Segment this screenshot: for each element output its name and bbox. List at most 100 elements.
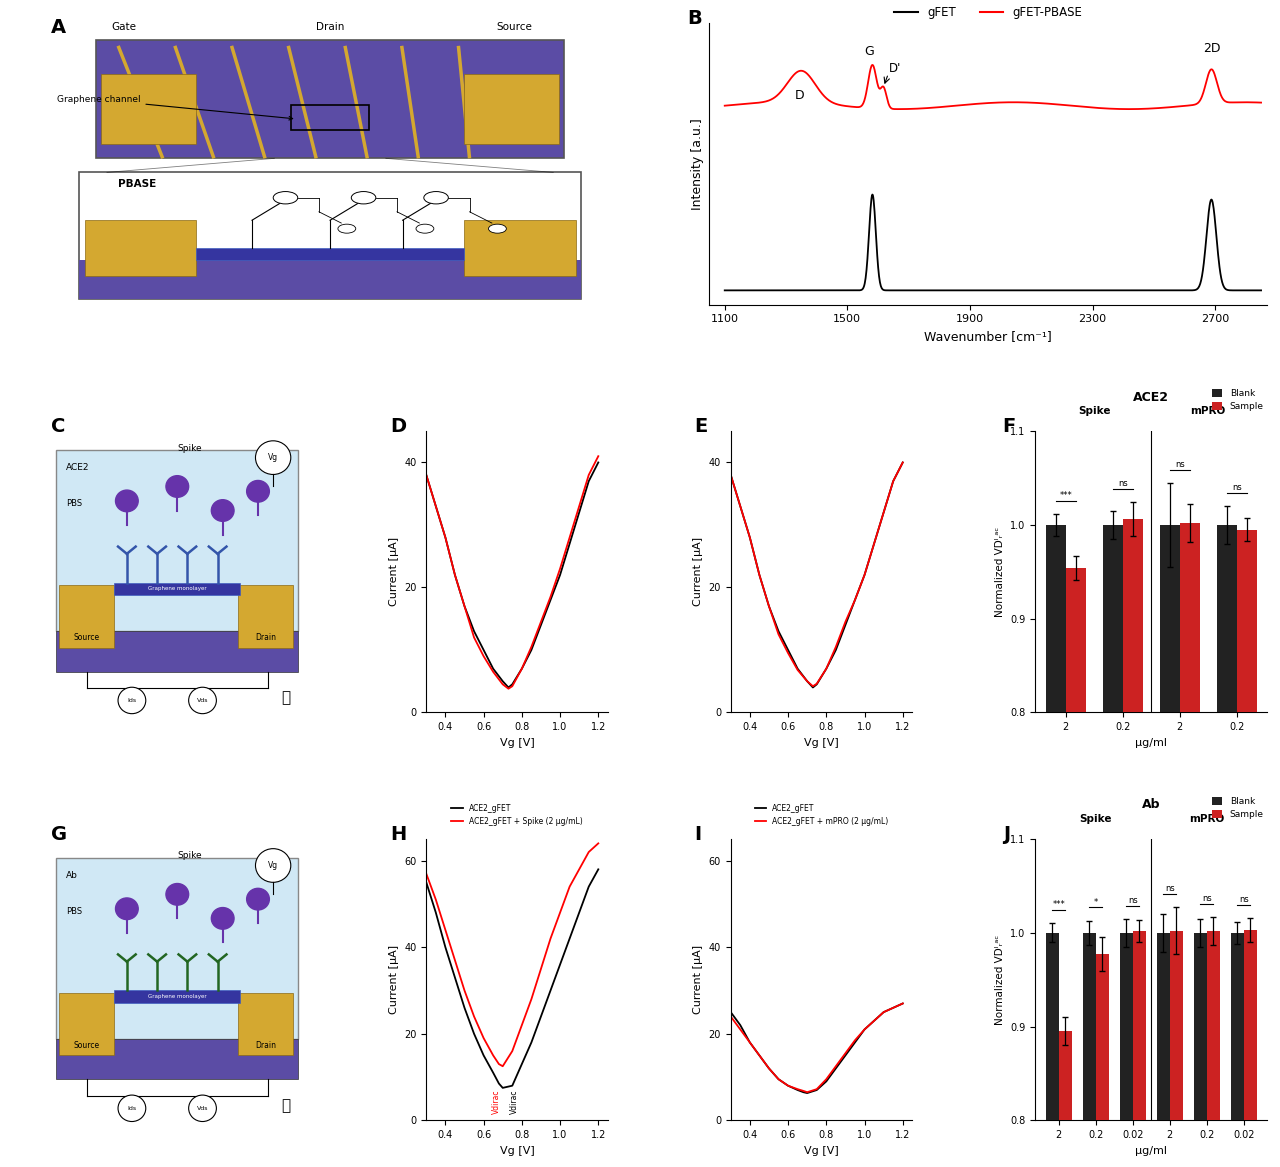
ACE2_gFET + Spike (2 μg/mL) [457,599,472,613]
Text: Spike: Spike [1078,406,1111,417]
Text: Ab: Ab [67,871,78,880]
Ab_gFET [447,971,462,985]
Text: ns: ns [1175,460,1184,469]
ACE2_gFET + Spike (2 μg/mL) [495,677,511,691]
Text: G: G [864,44,874,57]
Text: Source: Source [497,22,532,32]
FancyBboxPatch shape [59,993,114,1055]
Text: mPRO: mPRO [1190,406,1226,417]
Bar [1160,525,1180,1167]
Title: ACE2: ACE2 [1133,391,1169,404]
Circle shape [247,481,269,502]
ACE2_gFET [732,499,748,513]
ACE2_gFET + Spike (2 μg/mL) [419,468,434,482]
Ab_gFET [796,1085,812,1099]
Ab_gFET [809,1083,824,1097]
ACE2_gFET + Spike (2 μg/mL) [485,665,500,679]
Text: Graphene monolayer: Graphene monolayer [148,586,206,592]
Text: PBS: PBS [67,907,82,916]
Circle shape [115,490,138,511]
ACE2_gFET + Spike (2 μg/mL) [438,531,453,545]
Ab_gFET [515,1057,530,1071]
Text: H: H [390,825,406,844]
ACE2_gFET + Spike (2 μg/mL) [553,561,568,575]
Bar [1059,1032,1071,1167]
Bar [1120,932,1133,1167]
Ab_gFET [543,984,558,998]
ACE2_gFET + mPRO (2 μg/mL) [732,499,748,513]
Text: PBS: PBS [67,498,82,508]
ACE2_gFET [819,662,835,676]
Bar [1157,932,1170,1167]
Bar [1217,525,1236,1167]
ACE2_gFET + Spike (2 μg/mL) [562,531,577,545]
Ab_gFET [534,1009,549,1023]
Y-axis label: Intensity [a.u.]: Intensity [a.u.] [691,118,704,210]
Ab_gFET + Spike (2 μg/mL) [476,1032,492,1046]
ACE2_gFET + mPRO (2 μg/mL) [790,663,805,677]
Ab_gFET [781,1078,796,1092]
Ab_gFET [867,1014,882,1028]
Text: Drain: Drain [316,22,344,32]
Text: Spike: Spike [178,852,202,860]
Ab_gFET [553,958,568,972]
X-axis label: Vg [V]: Vg [V] [499,738,535,748]
Ab_gFET + mPRO (2 μg/mL) [790,1082,805,1096]
Ab_gFET + Spike (2 μg/mL) [447,953,462,967]
Bar [1236,530,1257,1167]
Text: ***: *** [1052,901,1065,909]
Text: F: F [1002,417,1016,436]
ACE2_gFET [438,531,453,545]
Ab_gFET + Spike (2 μg/mL) [553,906,568,920]
Ab_gFET + mPRO (2 μg/mL) [732,1022,748,1036]
ACE2_gFET + mPRO (2 μg/mL) [751,568,767,582]
Ab_gFET + Spike (2 μg/mL) [581,845,596,859]
ACE2_gFET [895,455,910,469]
Ab_gFET + mPRO (2 μg/mL) [847,1033,863,1047]
Circle shape [188,687,216,714]
ACE2_gFET [828,643,844,657]
Text: PBASE: PBASE [118,179,156,189]
Text: ns: ns [1231,483,1242,492]
Ab_gFET [723,1005,739,1019]
X-axis label: Vg [V]: Vg [V] [499,1146,535,1155]
Ab_gFET [419,875,434,889]
ACE2_gFET + Spike (2 μg/mL) [590,449,605,463]
Y-axis label: Current [μA]: Current [μA] [692,537,703,607]
Circle shape [166,476,188,497]
Text: Source: Source [73,634,100,643]
Text: B: B [687,9,701,28]
Bar [1170,931,1183,1167]
Ab_gFET + mPRO (2 μg/mL) [762,1062,777,1076]
Circle shape [211,499,234,522]
ACE2_gFET [500,680,516,694]
Circle shape [118,687,146,714]
FancyBboxPatch shape [114,582,241,595]
FancyBboxPatch shape [56,858,298,1039]
Text: J: J [1002,825,1010,844]
ACE2_gFET [495,675,511,689]
ACE2_gFET + Spike (2 μg/mL) [504,679,520,693]
Circle shape [416,224,434,233]
Text: D: D [795,89,805,102]
Text: ns: ns [1202,894,1212,903]
Ab_gFET [762,1062,777,1076]
Ab_gFET + mPRO (2 μg/mL) [796,1084,812,1098]
Ab_gFET [790,1083,805,1097]
Ab_gFET + Spike (2 μg/mL) [534,962,549,976]
Line: Ab_gFET: Ab_gFET [731,1004,902,1093]
Ab_gFET [466,1027,481,1041]
Text: A: A [51,18,67,36]
Ab_gFET + mPRO (2 μg/mL) [867,1014,882,1028]
Text: Vg: Vg [268,861,278,869]
Text: Vdirac: Vdirac [492,1089,500,1113]
Ab_gFET [562,931,577,945]
FancyBboxPatch shape [114,991,241,1002]
ACE2_gFET [809,677,824,691]
Bar [1194,932,1207,1167]
Ab_gFET [428,906,443,920]
ACE2_gFET + Spike (2 μg/mL) [476,649,492,663]
FancyBboxPatch shape [463,221,576,277]
ACE2_gFET + Spike (2 μg/mL) [447,568,462,582]
Circle shape [256,848,291,882]
